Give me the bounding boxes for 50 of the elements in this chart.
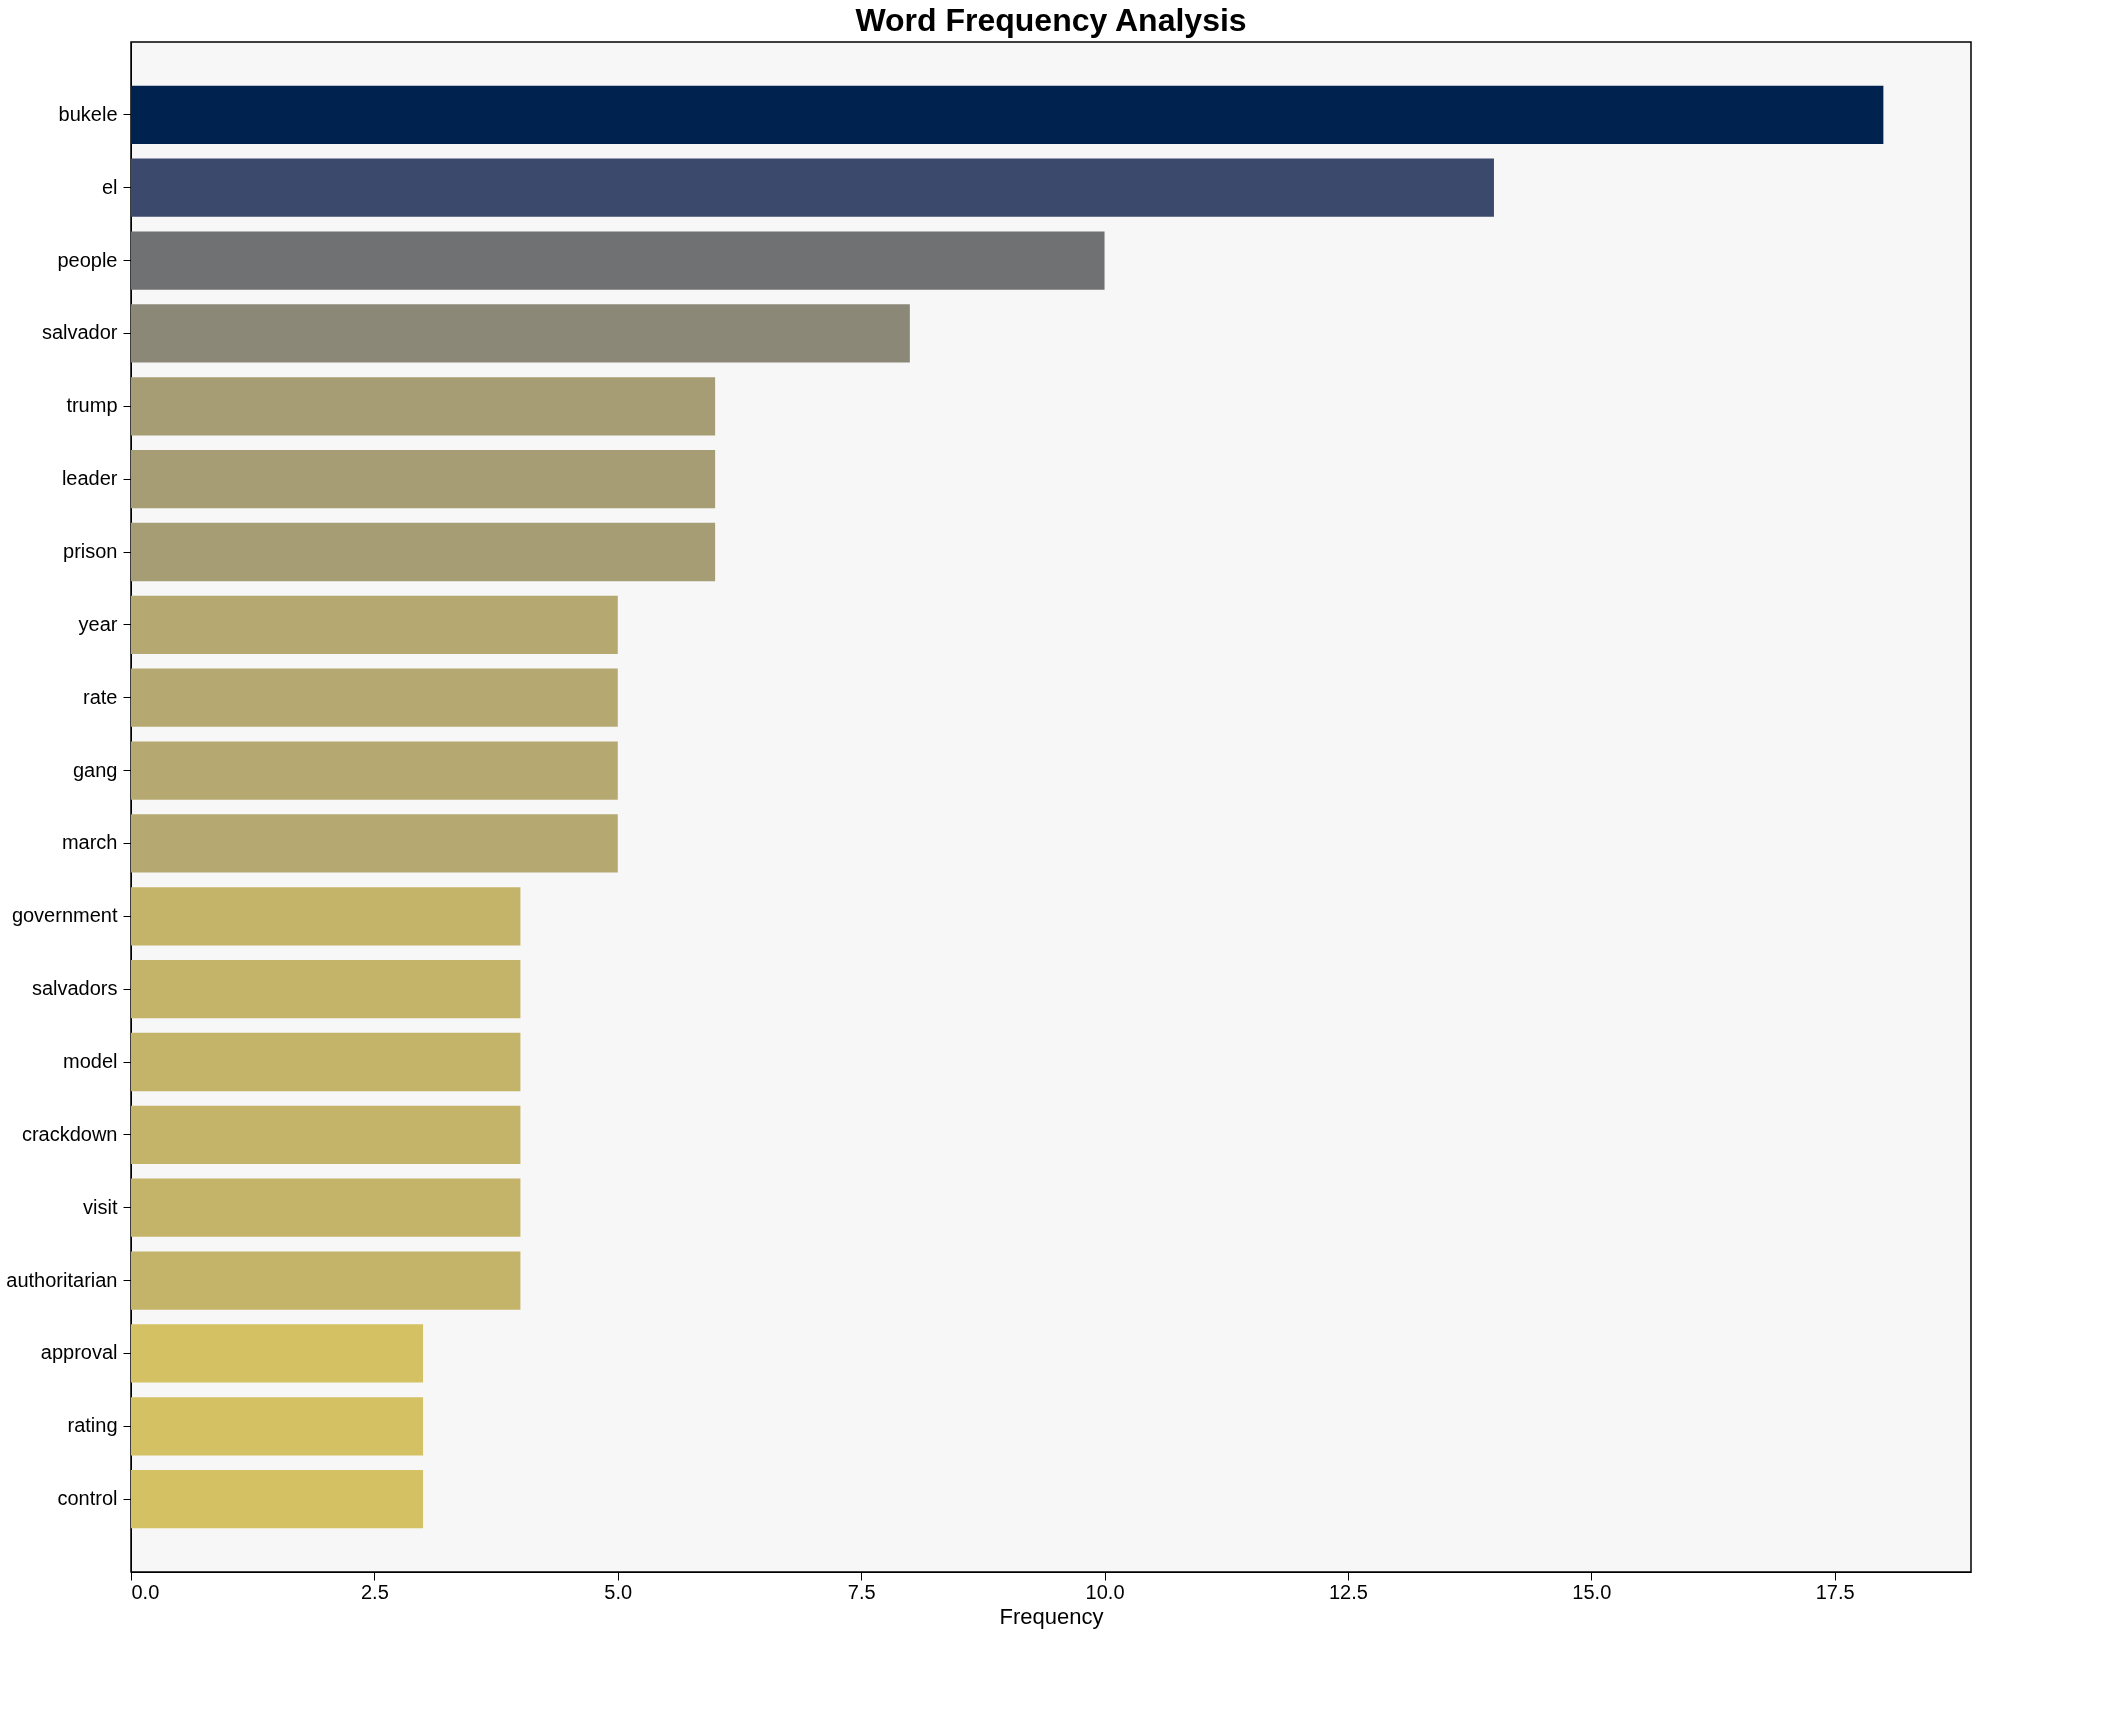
bar — [131, 741, 618, 800]
x-tick-label: 7.5 — [847, 1580, 876, 1603]
bar — [131, 960, 521, 1019]
x-tick-label: 17.5 — [1815, 1580, 1855, 1603]
y-tick-label: crackdown — [21, 1122, 118, 1145]
y-tick-label: approval — [40, 1341, 118, 1364]
y-tick-label: bukele — [58, 102, 118, 125]
bar — [131, 1324, 424, 1383]
bar — [131, 522, 716, 582]
bar — [131, 595, 618, 654]
y-tick-label: gang — [73, 758, 118, 781]
x-tick-label: 0.0 — [131, 1580, 160, 1603]
bar — [131, 304, 910, 363]
bar — [131, 1251, 521, 1310]
x-tick-label: 12.5 — [1328, 1580, 1368, 1603]
y-tick-label: salvadors — [31, 977, 118, 1000]
bar — [131, 85, 1884, 144]
y-tick-label: salvador — [41, 321, 118, 344]
y-tick-label: rate — [83, 685, 118, 708]
y-tick-label: march — [61, 831, 118, 854]
y-tick-label: model — [63, 1050, 118, 1072]
y-tick-label: leader — [61, 467, 118, 490]
bar — [131, 1470, 424, 1529]
bar — [131, 1032, 521, 1092]
chart-title: Word Frequency Analysis — [855, 2, 1247, 38]
x-tick-label: 10.0 — [1085, 1580, 1125, 1603]
x-tick-label: 15.0 — [1572, 1580, 1612, 1603]
y-tick-label: year — [78, 612, 118, 635]
bar — [131, 1178, 521, 1237]
x-axis-title: Frequency — [999, 1603, 1104, 1629]
y-tick-label: government — [11, 904, 118, 927]
bar — [131, 668, 618, 727]
y-tick-label: el — [101, 175, 118, 198]
bar — [131, 887, 521, 946]
y-tick-label: people — [57, 248, 118, 271]
bar — [131, 1397, 424, 1456]
bar — [131, 1105, 521, 1164]
bar — [131, 377, 716, 436]
bar — [131, 158, 1494, 217]
y-tick-label: visit — [83, 1195, 118, 1218]
y-tick-label: trump — [66, 394, 118, 417]
y-tick-label: prison — [63, 540, 118, 562]
y-tick-label: rating — [67, 1414, 118, 1437]
x-tick-label: 2.5 — [360, 1580, 389, 1603]
x-tick-label: 5.0 — [604, 1580, 633, 1603]
y-tick-label: authoritarian — [6, 1268, 118, 1291]
bar — [131, 231, 1105, 290]
bar — [131, 450, 716, 509]
bar — [131, 814, 618, 873]
y-tick-label: control — [57, 1487, 118, 1510]
